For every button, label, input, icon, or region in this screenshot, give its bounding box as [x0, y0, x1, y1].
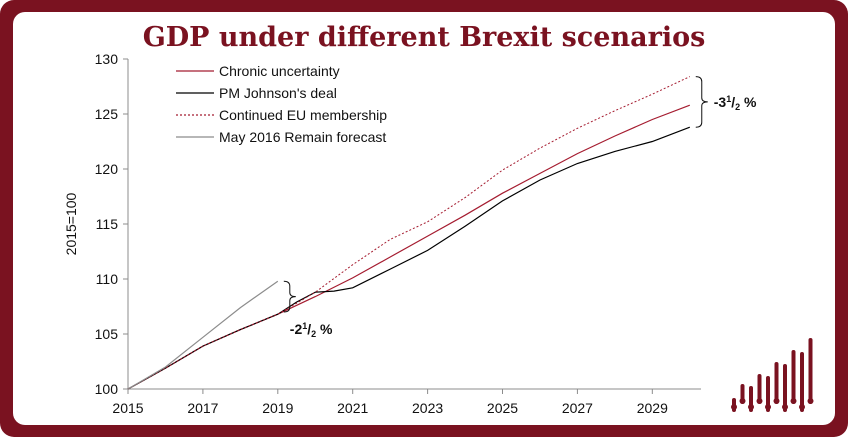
y-tick-label: 110: [96, 271, 119, 287]
series-line-continued-eu-membership: [127, 76, 691, 390]
x-tick-label: 2027: [562, 400, 593, 416]
annotation-brace: [695, 76, 708, 128]
logo-bar: [808, 338, 813, 404]
logo-dot: [807, 398, 814, 404]
annotation-label: -31/2 %: [714, 94, 757, 112]
x-tick-label: 2015: [112, 400, 143, 416]
x-tick-label: 2029: [637, 400, 668, 416]
logo-bar: [757, 374, 762, 404]
y-tick-label: 125: [95, 106, 119, 122]
logo-dot: [790, 398, 797, 404]
logo-bar: [774, 362, 779, 404]
x-tick-label: 2017: [187, 400, 218, 416]
bars-logo-icon: [731, 338, 814, 412]
y-tick-label: 120: [95, 161, 119, 177]
x-tick-label: 2025: [487, 400, 518, 416]
logo-dot: [799, 404, 805, 410]
x-tick-label: 2019: [262, 400, 293, 416]
legend-label: PM Johnson's deal: [219, 85, 337, 101]
x-tick-label: 2021: [337, 400, 368, 416]
y-tick-label: 100: [95, 381, 119, 397]
logo-dot: [782, 404, 788, 410]
chart-title: GDP under different Brexit scenarios: [142, 22, 706, 53]
logo-bar: [783, 364, 787, 412]
y-tick-label: 130: [95, 51, 119, 67]
logo-dot: [739, 398, 746, 404]
legend-label: Chronic uncertainty: [219, 63, 340, 79]
logo-dot: [731, 404, 737, 410]
annotation-label: -21/2 %: [290, 321, 333, 339]
y-axis-label: 2015=100: [63, 192, 79, 255]
series-line-pm-johnson-s-deal: [127, 126, 691, 390]
series-line-may-2016-remain-forecast: [127, 280, 279, 390]
series-line-chronic-uncertainty: [127, 104, 691, 390]
x-tick-label: 2023: [412, 400, 443, 416]
legend-label: Continued EU membership: [219, 107, 387, 123]
logo-bar: [800, 352, 804, 412]
legend-label: May 2016 Remain forecast: [219, 129, 386, 145]
annotation-brace: [283, 280, 296, 313]
logo-dot: [773, 398, 780, 404]
chart-panel: GDP under different Brexit scenarios 100…: [13, 12, 835, 425]
logo-bar: [766, 376, 770, 412]
logo-dot: [765, 404, 771, 410]
logo-dot: [756, 398, 763, 404]
line-chart: 100 105 110 115 120 125 130 2015 2017 2019 2021 202…: [63, 51, 814, 416]
logo-bar: [791, 350, 796, 404]
logo-dot: [748, 404, 754, 410]
y-tick-label: 115: [96, 216, 119, 232]
y-tick-label: 105: [95, 326, 119, 342]
